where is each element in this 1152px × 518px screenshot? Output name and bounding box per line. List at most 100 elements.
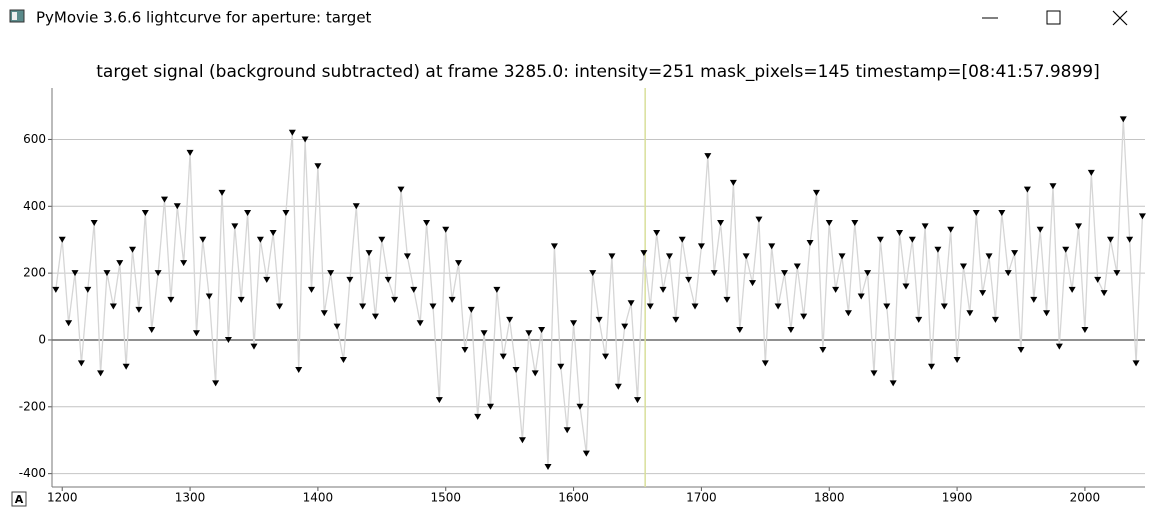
point xyxy=(1017,346,1025,353)
point xyxy=(755,216,763,223)
close-button[interactable] xyxy=(1112,10,1128,26)
point xyxy=(135,306,143,313)
point xyxy=(972,209,980,216)
point xyxy=(774,303,782,310)
point xyxy=(953,357,961,364)
y-tick-label: 400 xyxy=(23,199,46,213)
point xyxy=(736,326,744,333)
point xyxy=(602,353,610,360)
x-tick-label: 2000 xyxy=(1070,491,1101,505)
point xyxy=(717,220,725,227)
x-tick-label: 1500 xyxy=(430,491,461,505)
point xyxy=(550,243,558,250)
point xyxy=(832,286,840,293)
point xyxy=(1138,213,1146,220)
point xyxy=(557,363,565,370)
point xyxy=(359,303,367,310)
point xyxy=(365,250,373,257)
point xyxy=(423,220,431,227)
point xyxy=(148,326,156,333)
point xyxy=(442,226,450,233)
point xyxy=(531,370,539,377)
x-tick-label: 1600 xyxy=(558,491,589,505)
point xyxy=(1113,270,1121,277)
point xyxy=(1036,226,1044,233)
point xyxy=(237,296,245,303)
point xyxy=(991,316,999,323)
point xyxy=(1004,270,1012,277)
point xyxy=(563,427,571,434)
point xyxy=(653,230,661,237)
point xyxy=(167,296,175,303)
point xyxy=(819,346,827,353)
point xyxy=(538,326,546,333)
maximize-button[interactable] xyxy=(1046,10,1061,25)
point xyxy=(461,346,469,353)
point xyxy=(314,163,322,170)
point xyxy=(1087,169,1095,176)
point xyxy=(896,230,904,237)
point xyxy=(410,286,418,293)
point xyxy=(52,286,60,293)
point xyxy=(704,153,712,160)
point xyxy=(576,403,584,410)
point xyxy=(959,263,967,270)
point xyxy=(173,203,181,210)
point xyxy=(84,286,92,293)
point xyxy=(570,320,578,327)
point xyxy=(697,243,705,250)
point xyxy=(870,370,878,377)
window-title: PyMovie 3.6.6 lightcurve for aperture: t… xyxy=(36,9,372,27)
point xyxy=(416,320,424,327)
point xyxy=(1094,276,1102,283)
badge-box[interactable] xyxy=(11,491,27,507)
point xyxy=(308,286,316,293)
point xyxy=(391,296,399,303)
chart-title: target signal (background subtracted) at… xyxy=(96,62,1099,82)
point xyxy=(1049,183,1057,190)
point xyxy=(276,303,284,310)
point xyxy=(199,236,207,243)
point xyxy=(384,276,392,283)
point xyxy=(678,236,686,243)
point xyxy=(506,316,514,323)
point xyxy=(282,209,290,216)
y-tick-label: 200 xyxy=(23,266,46,280)
point xyxy=(218,189,226,196)
point xyxy=(621,323,629,330)
point xyxy=(1043,310,1051,317)
point xyxy=(333,323,341,330)
point xyxy=(231,223,239,230)
point xyxy=(908,236,916,243)
point xyxy=(288,129,296,136)
point xyxy=(710,270,718,277)
point xyxy=(864,270,872,277)
point xyxy=(608,253,616,260)
x-tick-label: 1900 xyxy=(942,491,973,505)
point xyxy=(825,220,833,227)
point xyxy=(493,286,501,293)
point xyxy=(1062,246,1070,253)
point xyxy=(378,236,386,243)
point xyxy=(947,226,955,233)
point xyxy=(1030,296,1038,303)
badge: A xyxy=(15,493,24,506)
point xyxy=(844,310,852,317)
point xyxy=(857,293,865,300)
point xyxy=(339,357,347,364)
point xyxy=(640,250,648,257)
point xyxy=(1100,290,1108,297)
point xyxy=(1081,326,1089,333)
point xyxy=(793,263,801,270)
y-tick-label: 0 xyxy=(38,332,46,346)
point xyxy=(915,316,923,323)
point xyxy=(614,383,622,390)
point xyxy=(467,306,475,313)
point xyxy=(665,253,673,260)
point xyxy=(269,230,277,237)
point xyxy=(371,313,379,320)
point xyxy=(97,370,105,377)
x-tick-label: 1400 xyxy=(303,491,334,505)
point xyxy=(103,270,111,277)
point xyxy=(212,380,220,387)
